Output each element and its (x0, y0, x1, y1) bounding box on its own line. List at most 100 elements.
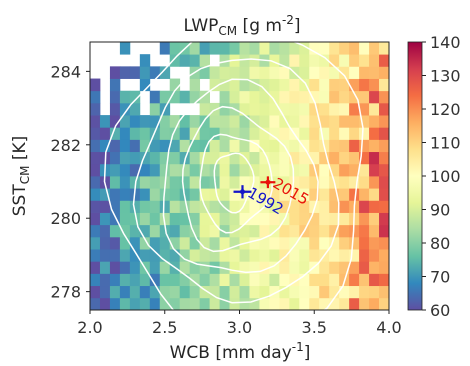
heatmap-cell (329, 54, 340, 67)
heatmap-cell (379, 212, 389, 226)
heatmap-cell (359, 236, 370, 250)
heatmap-cell (189, 297, 201, 310)
heatmap-cell (139, 54, 151, 67)
heatmap-cell (139, 176, 151, 189)
heatmap-cell (149, 151, 161, 165)
heatmap-cell (149, 90, 161, 104)
ylabel-post: [K] (10, 136, 30, 166)
heatmap-cell (369, 261, 380, 274)
heatmap-cell (289, 297, 300, 310)
heatmap-cell (119, 188, 131, 201)
heatmap-cell (229, 176, 240, 189)
heatmap-cell (339, 176, 350, 189)
heatmap-cell (329, 151, 340, 165)
heatmap-cell (239, 127, 250, 140)
heatmap-cell (279, 115, 290, 128)
heatmap-cell (90, 127, 101, 140)
heatmap-cell (129, 115, 141, 128)
heatmap-cell (319, 163, 330, 177)
heatmap-cell (259, 102, 270, 116)
heatmap-cell (319, 200, 330, 213)
heatmap-cell (249, 127, 260, 140)
heatmap-cell (369, 151, 380, 165)
heatmap-cell (239, 176, 250, 189)
heatmap-cell (259, 188, 270, 201)
heatmap-cell (209, 285, 220, 299)
heatmap-cell (139, 78, 151, 92)
heatmap-cell (319, 115, 330, 128)
heatmap-cell (179, 297, 191, 310)
heatmap-cell (309, 127, 320, 140)
heatmap-cell (109, 151, 121, 165)
heatmap-cell (369, 273, 380, 287)
heatmap-cell (369, 127, 380, 140)
heatmap-cell (339, 54, 350, 67)
point-marker (239, 189, 245, 195)
heatmap-cell (369, 200, 380, 213)
heatmap-cell (269, 285, 280, 299)
heatmap-cell (119, 297, 131, 310)
heatmap-cell (129, 261, 141, 274)
heatmap-cell (359, 66, 370, 79)
heatmap-cell (349, 139, 360, 153)
heatmap-cell (159, 285, 171, 299)
heatmap-cell (379, 188, 389, 201)
heatmap-cell (249, 54, 260, 67)
heatmap-cell (129, 212, 141, 226)
heatmap-cell (169, 78, 181, 92)
heatmap-cell (249, 273, 260, 287)
heatmap-cell (99, 249, 111, 262)
heatmap-cell (249, 78, 260, 92)
colorbar-tick-label: 60 (430, 301, 450, 320)
heatmap-cell (119, 236, 131, 250)
heatmap-cell (339, 66, 350, 79)
heatmap-cell (169, 127, 181, 140)
heatmap-cell (359, 212, 370, 226)
heatmap-cell (209, 261, 220, 274)
heatmap-cell (349, 115, 360, 128)
heatmap-cell (149, 273, 161, 287)
heatmap-cell (179, 285, 191, 299)
heatmap-cell (369, 54, 380, 67)
heatmap-cell (299, 249, 310, 262)
heatmap-cell (239, 188, 250, 201)
heatmap-cell (279, 163, 290, 177)
x-tick-label: 3.0 (227, 318, 252, 337)
heatmap-cell (269, 188, 280, 201)
heatmap-cell (359, 200, 370, 213)
heatmap-cell (309, 90, 320, 104)
heatmap-cell (329, 236, 340, 250)
heatmap-cell (159, 249, 171, 262)
heatmap-cell (379, 66, 389, 79)
heatmap-cell (129, 163, 141, 177)
heatmap-cell (359, 188, 370, 201)
heatmap-cell (259, 127, 270, 140)
heatmap-cell (169, 249, 181, 262)
heatmap-cell (239, 42, 250, 55)
heatmap-cell (139, 224, 151, 238)
heatmap-cell (99, 297, 111, 310)
heatmap-cell (109, 78, 121, 92)
heatmap-cell (169, 176, 181, 189)
heatmap-cell (379, 236, 389, 250)
heatmap-cell (219, 249, 230, 262)
heatmap-cell (99, 212, 111, 226)
heatmap-cell (379, 273, 389, 287)
heatmap-cell (259, 151, 270, 165)
heatmap-cell (319, 66, 330, 79)
heatmap-cell (369, 139, 380, 153)
heatmap-cell (239, 78, 250, 92)
heatmap-cell (319, 102, 330, 116)
heatmap-cell (159, 200, 171, 213)
heatmap-cell (199, 212, 210, 226)
heatmap-cell (379, 139, 389, 153)
heatmap-cell (309, 176, 320, 189)
heatmap-cell (219, 90, 230, 104)
heatmap-cell (219, 176, 230, 189)
heatmap-cell (319, 127, 330, 140)
heatmap-cell (159, 163, 171, 177)
heatmap-cell (119, 261, 131, 274)
heatmap-cell (309, 54, 320, 67)
title-sub: CM (218, 24, 237, 38)
